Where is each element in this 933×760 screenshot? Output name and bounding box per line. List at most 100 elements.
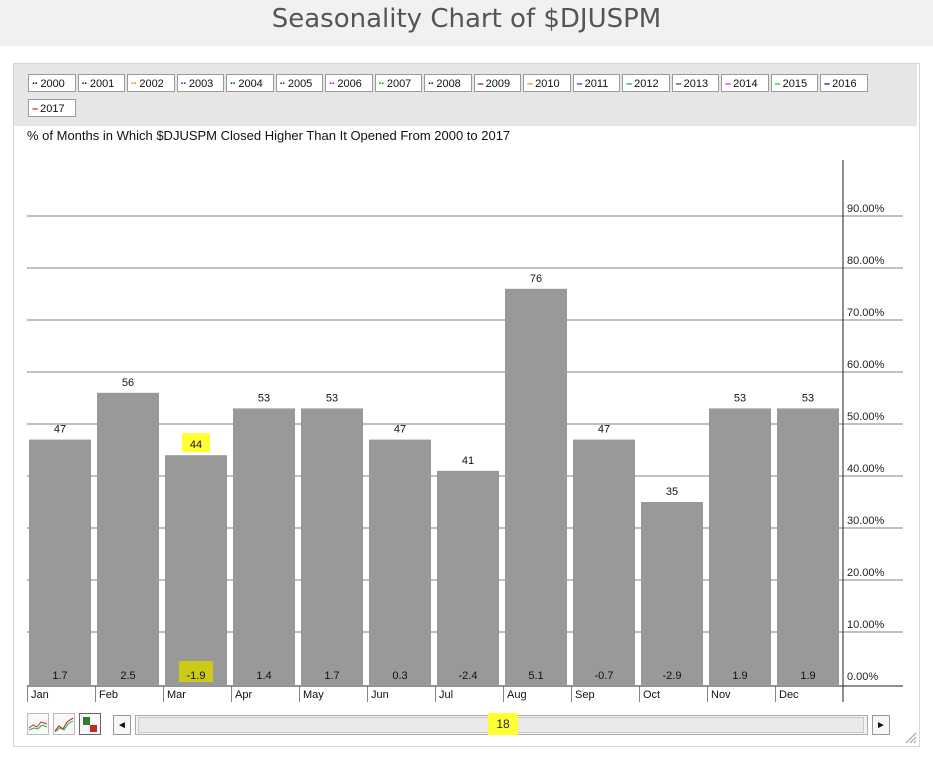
legend-item-2004[interactable]: ·· 2004 xyxy=(226,74,274,92)
x-tick-label: Sep xyxy=(575,689,595,701)
legend: ·· 2000 ·· 2001 ·· 2002 ·· 2003 ·· 2004 ·· 2005 ·· 20… xyxy=(14,64,917,126)
legend-item-2015[interactable]: –2015 xyxy=(770,74,818,92)
legend-swatch: ·· xyxy=(279,78,286,90)
legend-item-2008[interactable]: ·· 2008 xyxy=(424,74,472,92)
legend-item-2001[interactable]: ·· 2001 xyxy=(77,74,125,92)
y-tick-label: 70.00% xyxy=(847,307,885,319)
avg-change-label: -0.7 xyxy=(595,670,614,682)
legend-label: 2010 xyxy=(535,78,560,90)
years-count-label: 18 xyxy=(488,713,518,735)
bar-sep xyxy=(573,439,635,686)
y-tick-label: 60.00% xyxy=(847,359,885,371)
legend-item-2010[interactable]: –2010 xyxy=(523,74,571,92)
chart-type-toolbar xyxy=(27,713,107,735)
bar-jan xyxy=(29,439,91,686)
legend-swatch: ·· xyxy=(329,78,335,90)
legend-label: 2017 xyxy=(40,103,65,115)
avg-change-label: 1.9 xyxy=(732,670,747,682)
bar-value-label: 53 xyxy=(734,392,746,404)
bar-jun xyxy=(369,439,431,686)
bar-oct xyxy=(641,502,703,686)
legend-swatch: ·· xyxy=(428,78,434,90)
y-tick-label: 40.00% xyxy=(847,463,885,475)
legend-item-2003[interactable]: ·· 2003 xyxy=(176,74,224,92)
page-title: Seasonality Chart of $DJUSPM xyxy=(271,4,662,34)
performance-chart-icon[interactable] xyxy=(53,713,75,735)
bar-value-label: 41 xyxy=(462,455,474,467)
legend-swatch: – xyxy=(477,78,484,90)
y-tick-label: 90.00% xyxy=(847,203,885,215)
legend-item-2002[interactable]: ·· 2002 xyxy=(127,74,175,92)
line-chart-icon[interactable] xyxy=(27,713,49,735)
avg-change-label: 0.3 xyxy=(392,670,407,682)
x-tick-label: Jul xyxy=(439,689,453,701)
legend-label: 2005 xyxy=(287,78,313,90)
legend-label: 2000 xyxy=(40,78,65,90)
x-tick-label: Jun xyxy=(371,689,389,701)
legend-label: 2007 xyxy=(386,78,412,90)
bar-value-label: 53 xyxy=(258,392,270,404)
bar-value-label: 35 xyxy=(666,486,678,498)
x-tick-label: Oct xyxy=(643,689,660,701)
legend-item-2007[interactable]: ·· 2007 xyxy=(374,74,422,92)
bar-chart-icon[interactable] xyxy=(79,713,101,735)
legend-item-2011[interactable]: –2011 xyxy=(572,74,620,92)
resize-grip-icon[interactable] xyxy=(903,730,917,744)
avg-change-label: -2.4 xyxy=(459,670,478,682)
scroll-left-button[interactable]: ◄ xyxy=(113,715,131,735)
x-tick-label: May xyxy=(303,689,324,701)
legend-label: 2011 xyxy=(584,78,609,90)
legend-item-2016[interactable]: –2016 xyxy=(820,74,868,92)
bar-value-label: 53 xyxy=(326,392,338,404)
legend-label: 2001 xyxy=(89,78,115,90)
bar-may xyxy=(301,408,363,686)
bar-value-label: 47 xyxy=(54,424,66,436)
legend-item-2000[interactable]: ·· 2000 xyxy=(28,74,76,92)
legend-swatch: – xyxy=(32,103,38,115)
y-tick-label: 80.00% xyxy=(847,255,885,267)
bar-mar xyxy=(165,455,227,686)
bar-value-label: 56 xyxy=(122,377,134,389)
avg-change-label: 1.7 xyxy=(52,670,67,682)
legend-label: 2013 xyxy=(683,78,709,90)
legend-item-2014[interactable]: –2014 xyxy=(721,74,769,92)
bar-value-label: 44 xyxy=(190,439,202,451)
legend-swatch: ·· xyxy=(81,78,88,90)
legend-label: 2002 xyxy=(139,78,164,90)
legend-item-2012[interactable]: –2012 xyxy=(622,74,670,92)
bar-aug xyxy=(505,288,567,686)
legend-swatch: ·· xyxy=(131,78,137,90)
legend-label: 2009 xyxy=(485,78,511,90)
legend-item-2013[interactable]: –2013 xyxy=(671,74,719,92)
x-tick-label: Dec xyxy=(779,689,799,701)
value-highlight xyxy=(182,433,210,453)
x-tick-label: Feb xyxy=(99,689,118,701)
legend-label: 2012 xyxy=(634,78,659,90)
y-tick-label: 10.00% xyxy=(847,619,885,631)
legend-item-2006[interactable]: ·· 2006 xyxy=(325,74,373,92)
scroll-right-button[interactable]: ► xyxy=(872,715,890,735)
x-tick-label: Nov xyxy=(711,689,731,701)
change-highlight xyxy=(179,661,213,682)
chart-subtitle: % of Months in Which $DJUSPM Closed High… xyxy=(27,128,511,143)
avg-change-label: 1.9 xyxy=(800,670,815,682)
title-bar xyxy=(0,0,933,46)
avg-change-label: 5.1 xyxy=(528,670,543,682)
legend-swatch: – xyxy=(824,78,830,90)
bar-value-label: 47 xyxy=(394,424,406,436)
legend-swatch: – xyxy=(576,78,583,90)
bar-value-label: 53 xyxy=(802,392,814,404)
legend-swatch: ·· xyxy=(180,78,187,90)
legend-item-2009[interactable]: –2009 xyxy=(473,74,521,92)
bar-dec xyxy=(777,408,839,686)
legend-label: 2004 xyxy=(238,78,263,90)
avg-change-label: -2.9 xyxy=(663,670,682,682)
legend-label: 2016 xyxy=(832,78,857,90)
legend-label: 2003 xyxy=(188,78,214,90)
legend-item-2017[interactable]: –2017 xyxy=(28,99,76,117)
y-tick-label: 30.00% xyxy=(847,515,885,527)
legend-swatch: – xyxy=(626,78,632,90)
legend-label: 2015 xyxy=(782,78,808,90)
bar-jul xyxy=(437,470,499,686)
legend-item-2005[interactable]: ·· 2005 xyxy=(275,74,323,92)
